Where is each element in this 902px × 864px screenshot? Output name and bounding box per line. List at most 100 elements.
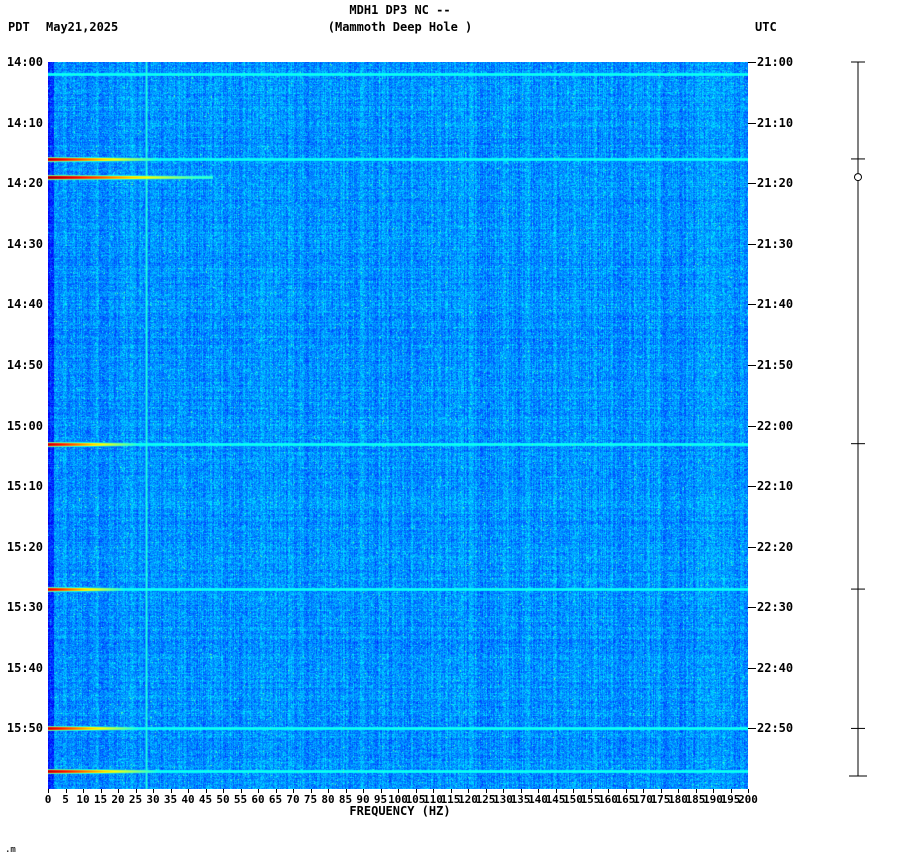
- station-subtitle: (Mammoth Deep Hole ): [327, 20, 473, 34]
- frequency-tick-mark: [433, 789, 434, 793]
- frequency-tick-mark: [573, 789, 574, 793]
- frequency-tick-mark: [171, 789, 172, 793]
- right-time-tick-label: 21:50: [757, 357, 794, 372]
- frequency-tick-mark: [503, 789, 504, 793]
- frequency-tick-label: 35: [163, 793, 178, 806]
- frequency-tick-mark: [608, 789, 609, 793]
- x-axis-title: FREQUENCY (HZ): [349, 804, 451, 818]
- frequency-tick-label: 85: [338, 793, 353, 806]
- frequency-tick-mark: [118, 789, 119, 793]
- frequency-tick-mark: [416, 789, 417, 793]
- frequency-tick-mark: [136, 789, 137, 793]
- frequency-tick-label: 10: [76, 793, 90, 806]
- frequency-tick-mark: [101, 789, 102, 793]
- left-time-tick-label: 15:00: [6, 418, 43, 433]
- left-time-tick-label: 14:20: [6, 176, 43, 191]
- frequency-tick-mark: [66, 789, 67, 793]
- frequency-tick-mark: [311, 789, 312, 793]
- frequency-tick-mark: [223, 789, 224, 793]
- frequency-tick-label: 15: [93, 793, 108, 806]
- frequency-tick-mark: [591, 789, 592, 793]
- date-label: May21,2025: [46, 20, 119, 34]
- left-time-tick-label: 15:50: [6, 721, 43, 736]
- left-time-tick-label: 15:40: [6, 660, 43, 675]
- frequency-tick-mark: [48, 789, 49, 793]
- frequency-tick-mark: [731, 789, 732, 793]
- right-time-tick-mark: [748, 607, 756, 608]
- right-time-tick-mark: [748, 486, 756, 487]
- frequency-tick-mark: [381, 789, 382, 793]
- frequency-tick-label: 120: [458, 793, 478, 806]
- frequency-tick-mark: [83, 789, 84, 793]
- left-time-tick-label: 14:30: [6, 236, 43, 251]
- frequency-tick-mark: [398, 789, 399, 793]
- station-title: MDH1 DP3 NC --: [349, 3, 451, 17]
- event-marker-scale: [849, 61, 867, 777]
- frequency-tick-label: 50: [216, 793, 230, 806]
- frequency-tick-label: 75: [303, 793, 318, 806]
- left-time-tick-label: 14:50: [6, 357, 43, 372]
- frequency-tick-mark: [468, 789, 469, 793]
- frequency-tick-label: 180: [668, 793, 688, 806]
- right-time-tick-mark: [748, 365, 756, 366]
- frequency-tick-label: 165: [615, 793, 636, 806]
- frequency-tick-label: 40: [181, 793, 195, 806]
- left-time-tick-label: 15:10: [6, 479, 43, 494]
- frequency-tick-mark: [713, 789, 714, 793]
- right-time-tick-label: 22:20: [757, 539, 794, 554]
- right-time-tick-label: 21:10: [757, 115, 794, 130]
- frequency-tick-label: 150: [563, 793, 583, 806]
- frequency-tick-label: 160: [598, 793, 618, 806]
- frequency-tick-mark: [258, 789, 259, 793]
- right-time-tick-label: 22:40: [757, 660, 794, 675]
- frequency-tick-mark: [538, 789, 539, 793]
- right-time-tick-mark: [748, 62, 756, 63]
- frequency-tick-label: 145: [545, 793, 566, 806]
- frequency-tick-label: 25: [128, 793, 143, 806]
- frequency-tick-label: 140: [528, 793, 548, 806]
- frequency-tick-mark: [661, 789, 662, 793]
- right-time-tick-mark: [748, 244, 756, 245]
- frequency-tick-label: 125: [475, 793, 496, 806]
- frequency-tick-label: 80: [321, 793, 335, 806]
- right-time-tick-mark: [748, 304, 756, 305]
- frequency-tick-mark: [328, 789, 329, 793]
- frequency-tick-mark: [626, 789, 627, 793]
- right-time-tick-label: 22:50: [757, 721, 794, 736]
- frequency-tick-mark: [643, 789, 644, 793]
- frequency-tick-label: 200: [738, 793, 758, 806]
- frequency-tick-mark: [521, 789, 522, 793]
- left-time-tick-label: 14:00: [6, 55, 43, 69]
- frequency-tick-label: 185: [685, 793, 706, 806]
- frequency-tick-label: 30: [146, 793, 160, 806]
- left-time-tick-label: 15:30: [6, 600, 43, 615]
- frequency-tick-mark: [188, 789, 189, 793]
- right-time-tick-label: 21:40: [757, 297, 794, 312]
- frequency-tick-mark: [748, 789, 749, 793]
- right-time-tick-mark: [748, 728, 756, 729]
- event-circle-marker: [854, 173, 862, 182]
- frequency-tick-mark: [696, 789, 697, 793]
- frequency-tick-label: 155: [580, 793, 601, 806]
- timezone-left-label: PDT: [8, 20, 30, 34]
- left-time-tick-label: 15:20: [6, 539, 43, 554]
- right-time-tick-mark: [748, 547, 756, 548]
- frequency-tick-label: 20: [111, 793, 125, 806]
- frequency-tick-mark: [556, 789, 557, 793]
- right-time-tick-label: 21:20: [757, 176, 794, 191]
- right-time-tick-mark: [748, 183, 756, 184]
- frequency-tick-mark: [293, 789, 294, 793]
- frequency-tick-mark: [153, 789, 154, 793]
- spectrogram-canvas: [48, 62, 748, 789]
- right-time-tick-label: 22:00: [757, 418, 794, 433]
- frequency-tick-mark: [451, 789, 452, 793]
- frequency-tick-label: 60: [251, 793, 265, 806]
- frequency-tick-mark: [241, 789, 242, 793]
- frequency-tick-mark: [346, 789, 347, 793]
- frequency-tick-mark: [363, 789, 364, 793]
- right-time-tick-label: 21:00: [757, 55, 794, 69]
- frequency-tick-label: 5: [62, 793, 69, 806]
- left-time-tick-label: 14:40: [6, 297, 43, 312]
- frequency-tick-label: 115: [440, 793, 461, 806]
- frequency-tick-label: 90: [356, 793, 370, 806]
